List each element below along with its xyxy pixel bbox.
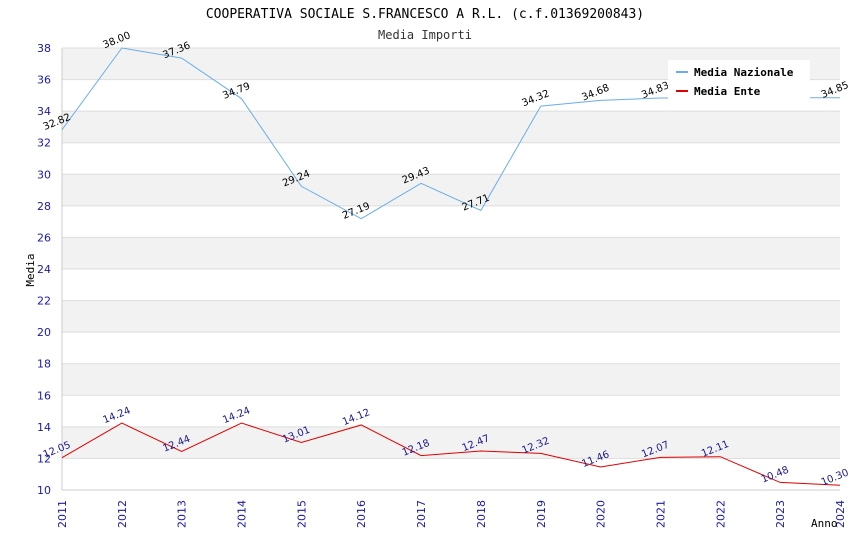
y-tick-label: 12 (37, 452, 51, 465)
y-axis-ticks: 10 12 14 16 18 20 22 24 26 28 30 32 34 36 38 (37, 42, 51, 497)
y-tick-label: 38 (37, 42, 51, 55)
x-tick-label: 2013 (176, 500, 189, 528)
y-tick-label: 34 (37, 105, 51, 118)
grid-band (62, 395, 840, 427)
y-tick-label: 20 (37, 326, 51, 339)
y-axis-label: Media (24, 253, 37, 286)
x-tick-label: 2024 (834, 500, 847, 528)
y-tick-label: 30 (37, 168, 51, 181)
x-tick-label: 2020 (595, 500, 608, 528)
y-tick-label: 10 (37, 484, 51, 497)
y-tick-label: 18 (37, 358, 51, 371)
x-tick-label: 2021 (654, 500, 667, 528)
chart-subtitle: Media Importi (378, 28, 472, 42)
x-tick-label: 2015 (295, 500, 308, 528)
grid-band (62, 174, 840, 206)
legend-label: Media Ente (694, 85, 761, 98)
grid-band (62, 363, 840, 396)
plot-background (62, 47, 840, 491)
grid-band (62, 205, 840, 238)
x-tick-label: 2018 (475, 500, 488, 528)
x-tick-label: 2019 (535, 500, 548, 528)
grid-band (62, 269, 840, 301)
y-tick-label: 28 (37, 200, 51, 213)
x-tick-label: 2014 (236, 500, 249, 528)
legend-box (668, 60, 810, 100)
x-tick-label: 2023 (774, 500, 787, 528)
x-tick-label: 2022 (714, 500, 727, 528)
x-tick-label: 2017 (415, 500, 428, 528)
x-tick-label: 2011 (56, 500, 69, 528)
series-line-media-ente (61, 422, 841, 486)
y-tick-label: 24 (37, 263, 51, 276)
x-axis-ticks: 2011 2012 2013 2014 2015 2016 2017 2018 2019 2020… (56, 500, 847, 528)
x-tick-label: 2012 (116, 500, 129, 528)
y-tick-label: 32 (37, 137, 51, 150)
y-tick-label: 36 (37, 74, 51, 87)
x-tick-label: 2016 (355, 500, 368, 528)
legend-label: Media Nazionale (694, 66, 794, 79)
y-tick-label: 26 (37, 231, 51, 244)
grid-band (62, 237, 840, 269)
grid-band (62, 142, 840, 175)
grid-band (62, 300, 840, 333)
legend: Media Nazionale Media Ente (668, 60, 810, 100)
grid-band (62, 111, 840, 143)
y-tick-label: 22 (37, 295, 51, 308)
grid-band (62, 458, 840, 490)
grid-band (62, 332, 840, 364)
y-tick-label: 14 (37, 421, 51, 434)
y-tick-label: 16 (37, 389, 51, 402)
x-axis-label: Anno (811, 517, 838, 530)
chart-title: COOPERATIVA SOCIALE S.FRANCESCO A R.L. (… (206, 7, 644, 22)
